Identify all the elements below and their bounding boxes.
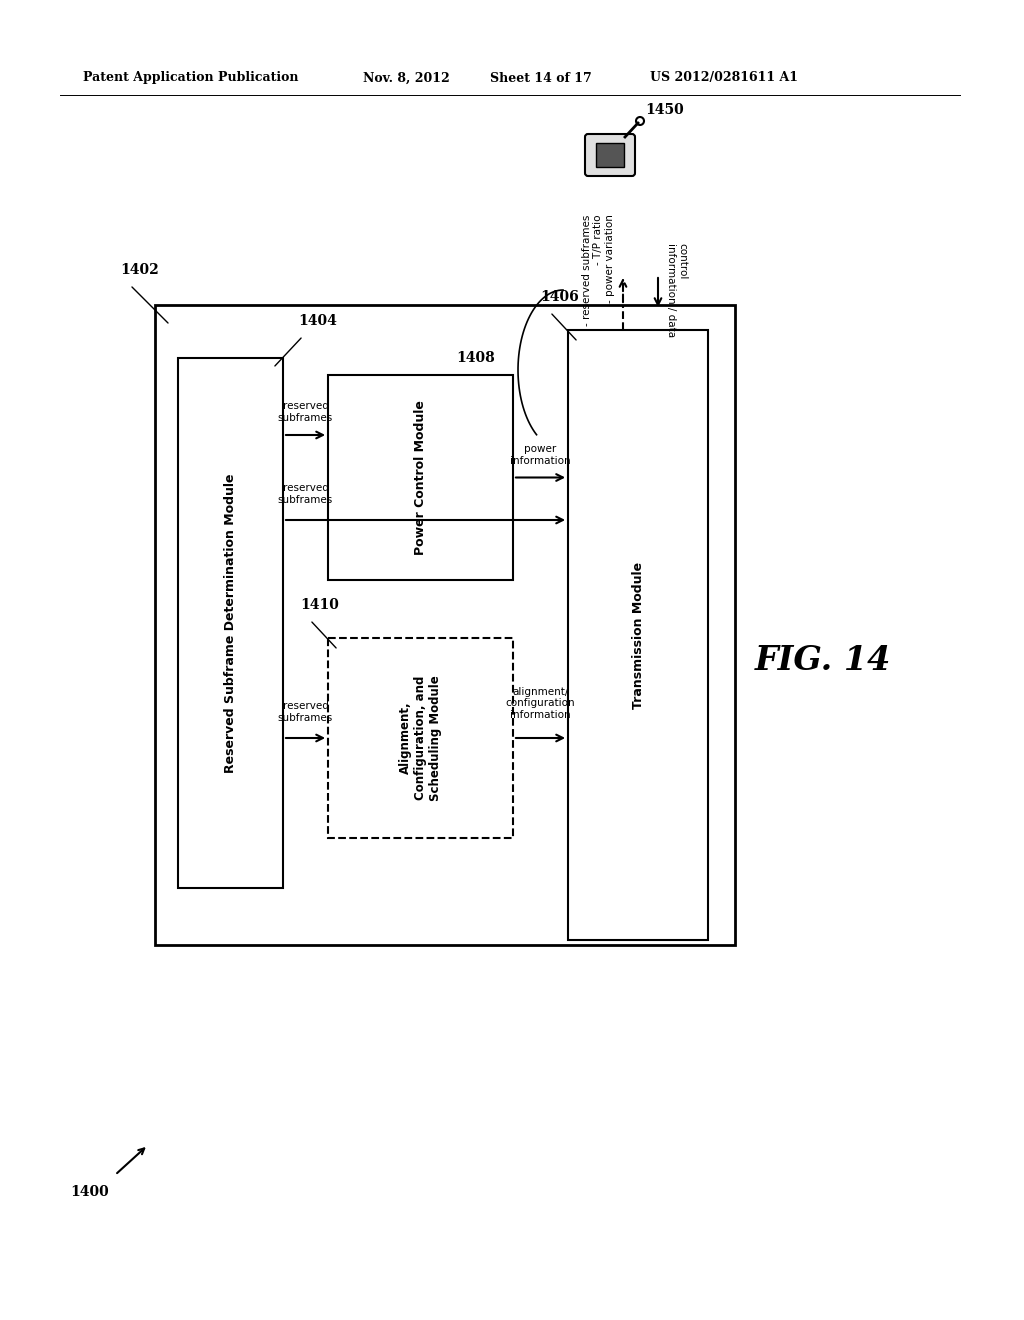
FancyBboxPatch shape: [585, 135, 635, 176]
Text: - reserved subframes
- T/P ratio
- power variation: - reserved subframes - T/P ratio - power…: [582, 214, 615, 326]
Text: Nov. 8, 2012: Nov. 8, 2012: [362, 71, 450, 84]
Text: US 2012/0281611 A1: US 2012/0281611 A1: [650, 71, 798, 84]
Text: 1400: 1400: [70, 1185, 109, 1199]
Text: Alignment,
Configuration, and
Scheduling Module: Alignment, Configuration, and Scheduling…: [399, 675, 442, 801]
Text: Transmission Module: Transmission Module: [632, 561, 644, 709]
Bar: [328, 375, 513, 579]
Text: alignment/
configuration
information: alignment/ configuration information: [506, 686, 575, 719]
Text: 1450: 1450: [645, 103, 684, 117]
Bar: [155, 305, 735, 945]
Bar: [568, 330, 708, 940]
Text: Patent Application Publication: Patent Application Publication: [83, 71, 299, 84]
Text: Power Control Module: Power Control Module: [414, 400, 427, 554]
Circle shape: [636, 117, 644, 125]
Text: reserved
subframes: reserved subframes: [278, 401, 333, 422]
Text: 1404: 1404: [298, 314, 337, 327]
Text: 1408: 1408: [456, 351, 495, 366]
Text: 1406: 1406: [541, 290, 580, 304]
Text: power
information: power information: [510, 444, 570, 466]
Text: Reserved Subframe Determination Module: Reserved Subframe Determination Module: [224, 474, 237, 772]
Text: FIG. 14: FIG. 14: [755, 644, 891, 676]
Bar: [328, 638, 513, 838]
Text: 1402: 1402: [120, 263, 159, 277]
Text: control
information / data: control information / data: [666, 243, 687, 337]
Text: 1410: 1410: [301, 598, 339, 612]
Bar: [178, 358, 283, 888]
Bar: [596, 143, 624, 168]
Text: Sheet 14 of 17: Sheet 14 of 17: [490, 71, 592, 84]
Text: reserved
subframes: reserved subframes: [278, 483, 333, 506]
Text: reserved
subframes: reserved subframes: [278, 701, 333, 723]
